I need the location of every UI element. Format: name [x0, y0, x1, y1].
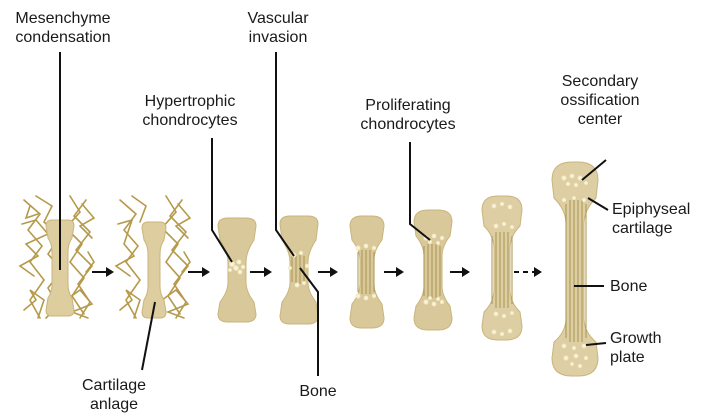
label-bone-right-text: Bone — [610, 278, 648, 295]
label-proliferating-line2: chondrocytes — [360, 116, 456, 133]
arrow-1 — [92, 267, 114, 277]
growth-plate-cells — [561, 343, 589, 369]
arrow-3 — [250, 267, 272, 277]
arrow-6 — [450, 267, 470, 277]
stage-vascular-invasion — [279, 215, 319, 325]
stage-mesenchyme — [18, 195, 96, 319]
label-secondary-line3: center — [577, 111, 623, 128]
label-growth-plate: Growth plate — [610, 329, 662, 367]
leader-lines — [59, 52, 609, 376]
label-cartilage-anlage-line2: anlage — [89, 396, 139, 413]
arrow-2 — [188, 267, 210, 277]
label-growth-plate-line1: Growth — [610, 330, 662, 347]
label-vascular-line2: invasion — [248, 29, 308, 46]
arrow-7-dashed — [514, 267, 542, 277]
label-vascular-invasion: Vascular invasion — [247, 9, 308, 47]
label-cartilage-anlage: Cartilage anlage — [82, 376, 146, 414]
anlage-fibers — [114, 195, 192, 319]
stage-proliferating — [413, 209, 453, 331]
label-secondary-ossification-center: Secondary ossification center — [560, 72, 639, 129]
label-hypertrophic-chondrocytes: Hypertrophic chondrocytes — [142, 92, 237, 130]
leader-cartilage-anlage — [141, 301, 156, 371]
leader-secondary — [581, 159, 607, 181]
label-bone-right: Bone — [610, 277, 647, 296]
hypertrophic-cells — [228, 259, 246, 275]
secondary-ossification-cells — [561, 173, 588, 203]
label-cartilage-anlage-line1: Cartilage — [81, 377, 147, 394]
label-hypertrophic-line2: chondrocytes — [142, 112, 238, 129]
stage-hypertrophic — [217, 217, 257, 323]
label-proliferating-line1: Proliferating — [365, 97, 451, 114]
leader-bone-bottom — [299, 267, 319, 376]
leader-proliferating — [409, 142, 431, 241]
label-growth-plate-line2: plate — [610, 349, 645, 366]
stage6-bone-fibers — [423, 244, 441, 298]
stage7-cartilage — [481, 195, 523, 341]
stage-arrows — [92, 267, 542, 277]
stage7-cells — [491, 201, 514, 337]
mesenchyme-fibers — [18, 195, 96, 319]
label-epiphyseal-line1: Epiphyseal — [612, 201, 691, 218]
stage5-cells — [355, 243, 377, 301]
mature-bone-shape — [551, 161, 599, 377]
label-hypertrophic-line1: Hypertrophic — [144, 93, 236, 110]
label-secondary-line2: ossification — [560, 92, 640, 109]
stage7-bone-fibers — [491, 232, 513, 308]
label-epiphyseal-line2: cartilage — [612, 220, 673, 237]
label-secondary-line1: Secondary — [561, 73, 639, 90]
label-mesenchyme-line2: condensation — [15, 29, 111, 46]
arrow-5 — [384, 267, 404, 277]
label-proliferating-chondrocytes: Proliferating chondrocytes — [360, 96, 455, 134]
stage-primary-ossification — [349, 215, 385, 329]
stage5-cartilage — [349, 215, 385, 329]
label-bone-bottom-text: Bone — [299, 383, 337, 400]
label-vascular-line1: Vascular — [247, 10, 309, 27]
label-mesenchyme-line1: Mesenchyme — [15, 10, 111, 27]
leader-epiphyseal — [587, 197, 609, 211]
stage-cartilage-anlage — [114, 195, 192, 319]
leader-hypertrophic — [211, 138, 233, 263]
arrow-4 — [318, 267, 338, 277]
stage5-bone-fibers — [357, 250, 375, 294]
stage-elongating-bone — [481, 195, 523, 341]
leader-growth-plate — [585, 342, 607, 346]
mature-bone-fibers — [565, 200, 587, 342]
stage6-cartilage — [413, 209, 453, 331]
label-epiphyseal-cartilage: Epiphyseal cartilage — [612, 200, 690, 238]
vascular-cartilage — [279, 215, 319, 325]
leader-vascular — [275, 52, 295, 257]
label-mesenchyme-condensation: Mesenchyme condensation — [15, 9, 110, 47]
stage-mature-bone — [551, 161, 599, 377]
anlage-shape — [141, 221, 167, 319]
label-bone-bottom: Bone — [299, 382, 336, 401]
